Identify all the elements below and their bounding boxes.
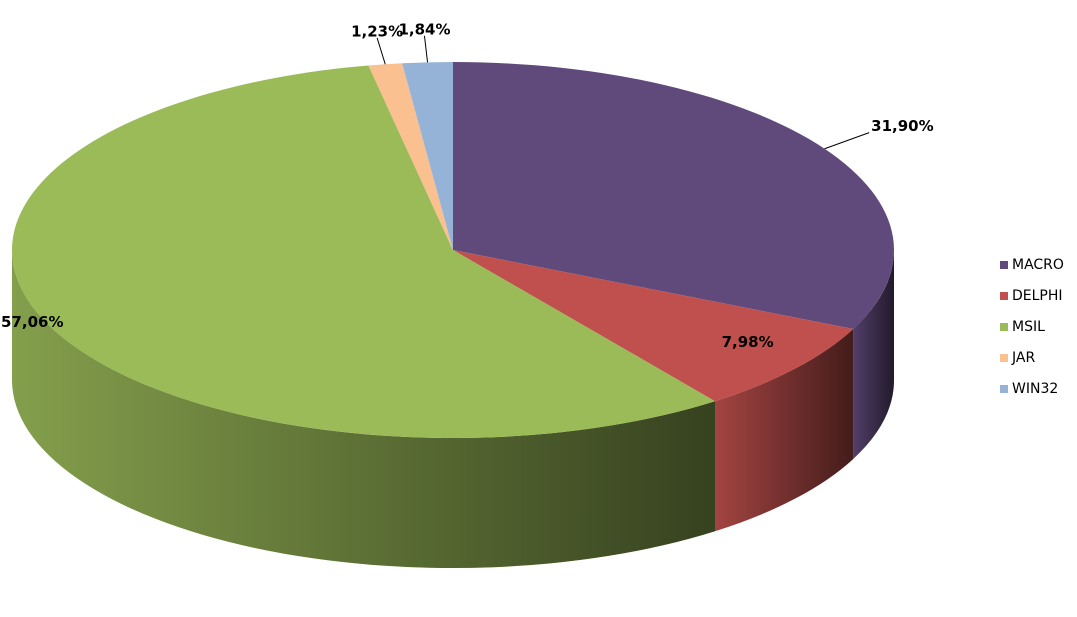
legend-label: MSIL bbox=[1012, 319, 1045, 335]
value-label: 31,90% bbox=[871, 117, 933, 135]
legend: MACRO DELPHI MSIL JAR WIN32 bbox=[1000, 257, 1064, 397]
legend-swatch bbox=[1000, 385, 1008, 393]
value-label: 57,06% bbox=[1, 313, 63, 331]
legend-swatch bbox=[1000, 261, 1008, 269]
leader-line bbox=[824, 132, 870, 150]
pie-slice bbox=[368, 63, 453, 251]
legend-swatch bbox=[1000, 323, 1008, 331]
legend-label: JAR bbox=[1011, 350, 1035, 366]
leader-line bbox=[376, 37, 386, 65]
pie-slice bbox=[453, 250, 854, 402]
pie-tops bbox=[11, 62, 894, 439]
leader-line bbox=[423, 35, 429, 63]
legend-label: WIN32 bbox=[1012, 381, 1058, 397]
pie-side-shade bbox=[853, 250, 894, 459]
legend-swatch bbox=[1000, 354, 1008, 362]
value-label: 7,98% bbox=[722, 333, 774, 351]
pie-slice bbox=[11, 65, 715, 439]
value-labels: 31,90% 7,98% 57,06% 1,23%1,84% bbox=[1, 20, 934, 351]
legend-label: DELPHI bbox=[1012, 288, 1063, 304]
pie-slice bbox=[453, 62, 894, 329]
value-label: 1,23% bbox=[351, 22, 403, 40]
pie-sides bbox=[12, 250, 894, 568]
pie-side-shade bbox=[714, 328, 854, 532]
pie-slice bbox=[402, 62, 453, 250]
legend-label: MACRO bbox=[1012, 257, 1064, 273]
legend-swatch bbox=[1000, 292, 1008, 300]
value-label: 1,84% bbox=[398, 20, 450, 38]
pie-side-shade bbox=[12, 250, 715, 568]
